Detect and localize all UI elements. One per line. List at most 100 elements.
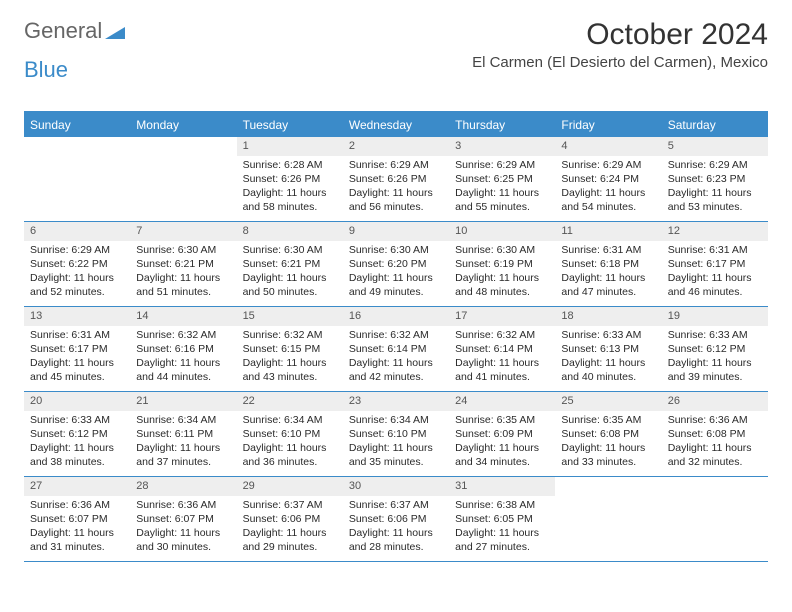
- daylight-line: Daylight: 11 hours and 43 minutes.: [243, 356, 337, 384]
- day-number: 28: [130, 477, 236, 496]
- sunrise-line: Sunrise: 6:31 AM: [30, 328, 124, 342]
- day-body: Sunrise: 6:29 AMSunset: 6:24 PMDaylight:…: [555, 156, 661, 219]
- sunset-line: Sunset: 6:09 PM: [455, 427, 549, 441]
- day-cell: 16Sunrise: 6:32 AMSunset: 6:14 PMDayligh…: [343, 307, 449, 391]
- daylight-line: Daylight: 11 hours and 29 minutes.: [243, 526, 337, 554]
- day-body: Sunrise: 6:29 AMSunset: 6:26 PMDaylight:…: [343, 156, 449, 219]
- sunrise-line: Sunrise: 6:31 AM: [668, 243, 762, 257]
- day-cell: 23Sunrise: 6:34 AMSunset: 6:10 PMDayligh…: [343, 392, 449, 476]
- day-cell: 19Sunrise: 6:33 AMSunset: 6:12 PMDayligh…: [662, 307, 768, 391]
- day-body: Sunrise: 6:35 AMSunset: 6:09 PMDaylight:…: [449, 411, 555, 474]
- day-number: 8: [237, 222, 343, 241]
- sunrise-line: Sunrise: 6:35 AM: [561, 413, 655, 427]
- day-cell: 28Sunrise: 6:36 AMSunset: 6:07 PMDayligh…: [130, 477, 236, 561]
- day-body: Sunrise: 6:34 AMSunset: 6:10 PMDaylight:…: [343, 411, 449, 474]
- sunset-line: Sunset: 6:17 PM: [30, 342, 124, 356]
- day-body: Sunrise: 6:33 AMSunset: 6:12 PMDaylight:…: [24, 411, 130, 474]
- sunrise-line: Sunrise: 6:30 AM: [136, 243, 230, 257]
- day-body: Sunrise: 6:31 AMSunset: 6:18 PMDaylight:…: [555, 241, 661, 304]
- day-body: Sunrise: 6:30 AMSunset: 6:20 PMDaylight:…: [343, 241, 449, 304]
- sunrise-line: Sunrise: 6:36 AM: [30, 498, 124, 512]
- sunset-line: Sunset: 6:24 PM: [561, 172, 655, 186]
- day-body: Sunrise: 6:31 AMSunset: 6:17 PMDaylight:…: [24, 326, 130, 389]
- daylight-line: Daylight: 11 hours and 50 minutes.: [243, 271, 337, 299]
- sunset-line: Sunset: 6:12 PM: [668, 342, 762, 356]
- sunrise-line: Sunrise: 6:35 AM: [455, 413, 549, 427]
- daylight-line: Daylight: 11 hours and 38 minutes.: [30, 441, 124, 469]
- day-cell: 2Sunrise: 6:29 AMSunset: 6:26 PMDaylight…: [343, 137, 449, 221]
- week-row: 1Sunrise: 6:28 AMSunset: 6:26 PMDaylight…: [24, 137, 768, 222]
- dayname-cell: Wednesday: [343, 113, 449, 137]
- day-cell: 6Sunrise: 6:29 AMSunset: 6:22 PMDaylight…: [24, 222, 130, 306]
- day-body: Sunrise: 6:35 AMSunset: 6:08 PMDaylight:…: [555, 411, 661, 474]
- day-cell: 14Sunrise: 6:32 AMSunset: 6:16 PMDayligh…: [130, 307, 236, 391]
- dayname-cell: Saturday: [662, 113, 768, 137]
- sunrise-line: Sunrise: 6:33 AM: [30, 413, 124, 427]
- logo-text-2: Blue: [24, 57, 768, 83]
- sunrise-line: Sunrise: 6:33 AM: [561, 328, 655, 342]
- sunrise-line: Sunrise: 6:29 AM: [455, 158, 549, 172]
- day-number: 9: [343, 222, 449, 241]
- day-body: Sunrise: 6:32 AMSunset: 6:15 PMDaylight:…: [237, 326, 343, 389]
- daylight-line: Daylight: 11 hours and 46 minutes.: [668, 271, 762, 299]
- sunset-line: Sunset: 6:10 PM: [349, 427, 443, 441]
- day-number: 20: [24, 392, 130, 411]
- daylight-line: Daylight: 11 hours and 53 minutes.: [668, 186, 762, 214]
- day-body: Sunrise: 6:28 AMSunset: 6:26 PMDaylight:…: [237, 156, 343, 219]
- day-body: Sunrise: 6:37 AMSunset: 6:06 PMDaylight:…: [237, 496, 343, 559]
- daylight-line: Daylight: 11 hours and 48 minutes.: [455, 271, 549, 299]
- daylight-line: Daylight: 11 hours and 51 minutes.: [136, 271, 230, 299]
- sunrise-line: Sunrise: 6:38 AM: [455, 498, 549, 512]
- daylight-line: Daylight: 11 hours and 34 minutes.: [455, 441, 549, 469]
- day-body: Sunrise: 6:34 AMSunset: 6:10 PMDaylight:…: [237, 411, 343, 474]
- dayname-cell: Tuesday: [237, 113, 343, 137]
- sunrise-line: Sunrise: 6:36 AM: [668, 413, 762, 427]
- sunset-line: Sunset: 6:21 PM: [243, 257, 337, 271]
- sunset-line: Sunset: 6:12 PM: [30, 427, 124, 441]
- day-cell: 30Sunrise: 6:37 AMSunset: 6:06 PMDayligh…: [343, 477, 449, 561]
- sunrise-line: Sunrise: 6:29 AM: [30, 243, 124, 257]
- day-number: 2: [343, 137, 449, 156]
- sunrise-line: Sunrise: 6:32 AM: [136, 328, 230, 342]
- day-number: 6: [24, 222, 130, 241]
- day-body: Sunrise: 6:29 AMSunset: 6:23 PMDaylight:…: [662, 156, 768, 219]
- day-cell: 4Sunrise: 6:29 AMSunset: 6:24 PMDaylight…: [555, 137, 661, 221]
- daylight-line: Daylight: 11 hours and 47 minutes.: [561, 271, 655, 299]
- sunset-line: Sunset: 6:06 PM: [349, 512, 443, 526]
- sunrise-line: Sunrise: 6:36 AM: [136, 498, 230, 512]
- daylight-line: Daylight: 11 hours and 41 minutes.: [455, 356, 549, 384]
- day-number: 21: [130, 392, 236, 411]
- sunset-line: Sunset: 6:10 PM: [243, 427, 337, 441]
- daylight-line: Daylight: 11 hours and 49 minutes.: [349, 271, 443, 299]
- daylight-line: Daylight: 11 hours and 45 minutes.: [30, 356, 124, 384]
- daylight-line: Daylight: 11 hours and 28 minutes.: [349, 526, 443, 554]
- day-cell: 26Sunrise: 6:36 AMSunset: 6:08 PMDayligh…: [662, 392, 768, 476]
- dayname-cell: Monday: [130, 113, 236, 137]
- sunset-line: Sunset: 6:25 PM: [455, 172, 549, 186]
- daylight-line: Daylight: 11 hours and 52 minutes.: [30, 271, 124, 299]
- sunset-line: Sunset: 6:08 PM: [561, 427, 655, 441]
- day-number: 13: [24, 307, 130, 326]
- day-cell: 27Sunrise: 6:36 AMSunset: 6:07 PMDayligh…: [24, 477, 130, 561]
- day-number: 24: [449, 392, 555, 411]
- day-number: 19: [662, 307, 768, 326]
- logo: General: [24, 18, 125, 44]
- logo-triangle-icon: [105, 23, 125, 39]
- sunset-line: Sunset: 6:13 PM: [561, 342, 655, 356]
- day-number: 25: [555, 392, 661, 411]
- day-number: 23: [343, 392, 449, 411]
- day-body: Sunrise: 6:32 AMSunset: 6:14 PMDaylight:…: [449, 326, 555, 389]
- day-cell: 8Sunrise: 6:30 AMSunset: 6:21 PMDaylight…: [237, 222, 343, 306]
- day-body: Sunrise: 6:32 AMSunset: 6:16 PMDaylight:…: [130, 326, 236, 389]
- day-number: 12: [662, 222, 768, 241]
- day-cell: 17Sunrise: 6:32 AMSunset: 6:14 PMDayligh…: [449, 307, 555, 391]
- week-row: 6Sunrise: 6:29 AMSunset: 6:22 PMDaylight…: [24, 222, 768, 307]
- sunset-line: Sunset: 6:05 PM: [455, 512, 549, 526]
- sunset-line: Sunset: 6:08 PM: [668, 427, 762, 441]
- daylight-line: Daylight: 11 hours and 55 minutes.: [455, 186, 549, 214]
- sunset-line: Sunset: 6:14 PM: [455, 342, 549, 356]
- dayname-cell: Friday: [555, 113, 661, 137]
- daylight-line: Daylight: 11 hours and 36 minutes.: [243, 441, 337, 469]
- sunrise-line: Sunrise: 6:30 AM: [349, 243, 443, 257]
- day-number: 11: [555, 222, 661, 241]
